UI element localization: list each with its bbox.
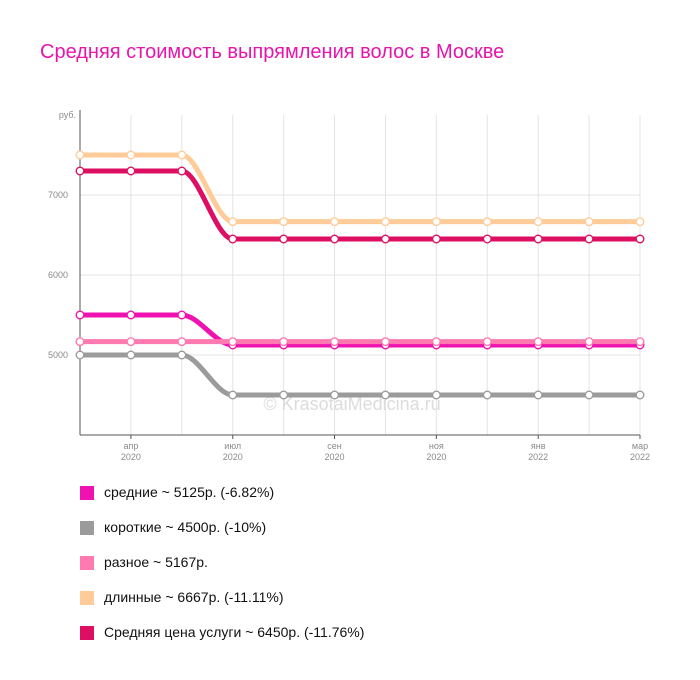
x-tick-year: 2022 xyxy=(630,452,650,462)
data-point xyxy=(279,234,289,244)
data-point xyxy=(533,390,543,400)
x-tick-month: апр xyxy=(123,441,138,451)
legend-item: длинные ~ 6667р. (-11.11%) xyxy=(80,589,364,624)
data-point xyxy=(584,234,594,244)
data-point xyxy=(380,337,390,347)
data-point xyxy=(279,390,289,400)
data-point xyxy=(177,337,187,347)
data-point xyxy=(279,337,289,347)
legend-label: разное ~ 5167р. xyxy=(104,554,208,570)
data-point xyxy=(482,234,492,244)
data-point xyxy=(75,337,85,347)
data-point xyxy=(228,337,238,347)
data-point xyxy=(330,390,340,400)
data-point xyxy=(75,310,85,320)
data-point xyxy=(431,337,441,347)
data-point xyxy=(533,217,543,227)
chart-title: Средняя стоимость выпрямления волос в Мо… xyxy=(40,41,505,63)
data-point xyxy=(126,166,136,176)
legend-swatch xyxy=(80,486,94,500)
data-point xyxy=(330,234,340,244)
legend-item: средние ~ 5125р. (-6.82%) xyxy=(80,484,364,519)
legend-swatch xyxy=(80,556,94,570)
y-tick-label: 5000 xyxy=(48,350,68,360)
data-point xyxy=(330,337,340,347)
legend: средние ~ 5125р. (-6.82%) короткие ~ 4500… xyxy=(80,484,364,659)
x-tick-month: янв xyxy=(531,441,546,451)
data-point xyxy=(380,217,390,227)
data-point xyxy=(126,337,136,347)
data-point xyxy=(584,337,594,347)
data-point xyxy=(635,390,645,400)
x-tick-month: июл xyxy=(224,441,241,451)
line-chart: © KrasotaiMedicina.ru 500060007000руб.ап… xyxy=(48,110,650,462)
data-point xyxy=(126,350,136,360)
x-tick-year: 2020 xyxy=(426,452,446,462)
data-point xyxy=(431,390,441,400)
series-line-короткие xyxy=(77,352,643,398)
data-point xyxy=(228,390,238,400)
data-point xyxy=(177,150,187,160)
data-point xyxy=(177,310,187,320)
data-point xyxy=(431,234,441,244)
data-point xyxy=(75,166,85,176)
data-point xyxy=(330,217,340,227)
data-point xyxy=(380,390,390,400)
legend-item: разное ~ 5167р. xyxy=(80,554,364,589)
data-point xyxy=(75,350,85,360)
axes: 500060007000руб.апр2020июл2020сен2020ноя… xyxy=(48,110,650,462)
data-point xyxy=(635,337,645,347)
y-tick-label: 6000 xyxy=(48,270,68,280)
series-points xyxy=(75,150,645,400)
data-point xyxy=(380,234,390,244)
legend-label: средние ~ 5125р. (-6.82%) xyxy=(104,484,275,500)
data-point xyxy=(126,310,136,320)
data-point xyxy=(126,150,136,160)
x-tick-month: ноя xyxy=(429,441,444,451)
legend-label: длинные ~ 6667р. (-11.11%) xyxy=(104,589,284,605)
data-point xyxy=(584,390,594,400)
legend-label: короткие ~ 4500р. (-10%) xyxy=(104,519,267,535)
x-tick-year: 2020 xyxy=(121,452,141,462)
data-point xyxy=(635,217,645,227)
x-tick-month: сен xyxy=(327,441,342,451)
data-point xyxy=(482,337,492,347)
data-point xyxy=(533,337,543,347)
data-point xyxy=(228,217,238,227)
x-tick-year: 2022 xyxy=(528,452,548,462)
legend-item: короткие ~ 4500р. (-10%) xyxy=(80,519,364,554)
x-tick-year: 2020 xyxy=(223,452,243,462)
data-point xyxy=(431,217,441,227)
data-point xyxy=(228,234,238,244)
data-point xyxy=(635,234,645,244)
grid xyxy=(80,115,641,435)
legend-label: Средняя цена услуги ~ 6450р. (-11.76%) xyxy=(104,624,365,640)
y-unit-label: руб. xyxy=(59,110,76,120)
legend-item: Средняя цена услуги ~ 6450р. (-11.76%) xyxy=(80,624,364,659)
legend-swatch xyxy=(80,591,94,605)
x-tick-month: мар xyxy=(632,441,648,451)
data-point xyxy=(482,390,492,400)
legend-swatch xyxy=(80,521,94,535)
data-point xyxy=(533,234,543,244)
x-tick-year: 2020 xyxy=(325,452,345,462)
watermark: © KrasotaiMedicina.ru xyxy=(263,394,440,414)
series-line-длинные xyxy=(77,152,643,225)
data-point xyxy=(75,150,85,160)
data-point xyxy=(482,217,492,227)
data-point xyxy=(584,217,594,227)
y-tick-label: 7000 xyxy=(48,190,68,200)
data-point xyxy=(177,350,187,360)
legend-swatch xyxy=(80,626,94,640)
series-line-средняя-цена-услуги xyxy=(77,168,643,242)
data-point xyxy=(177,166,187,176)
data-point xyxy=(279,217,289,227)
